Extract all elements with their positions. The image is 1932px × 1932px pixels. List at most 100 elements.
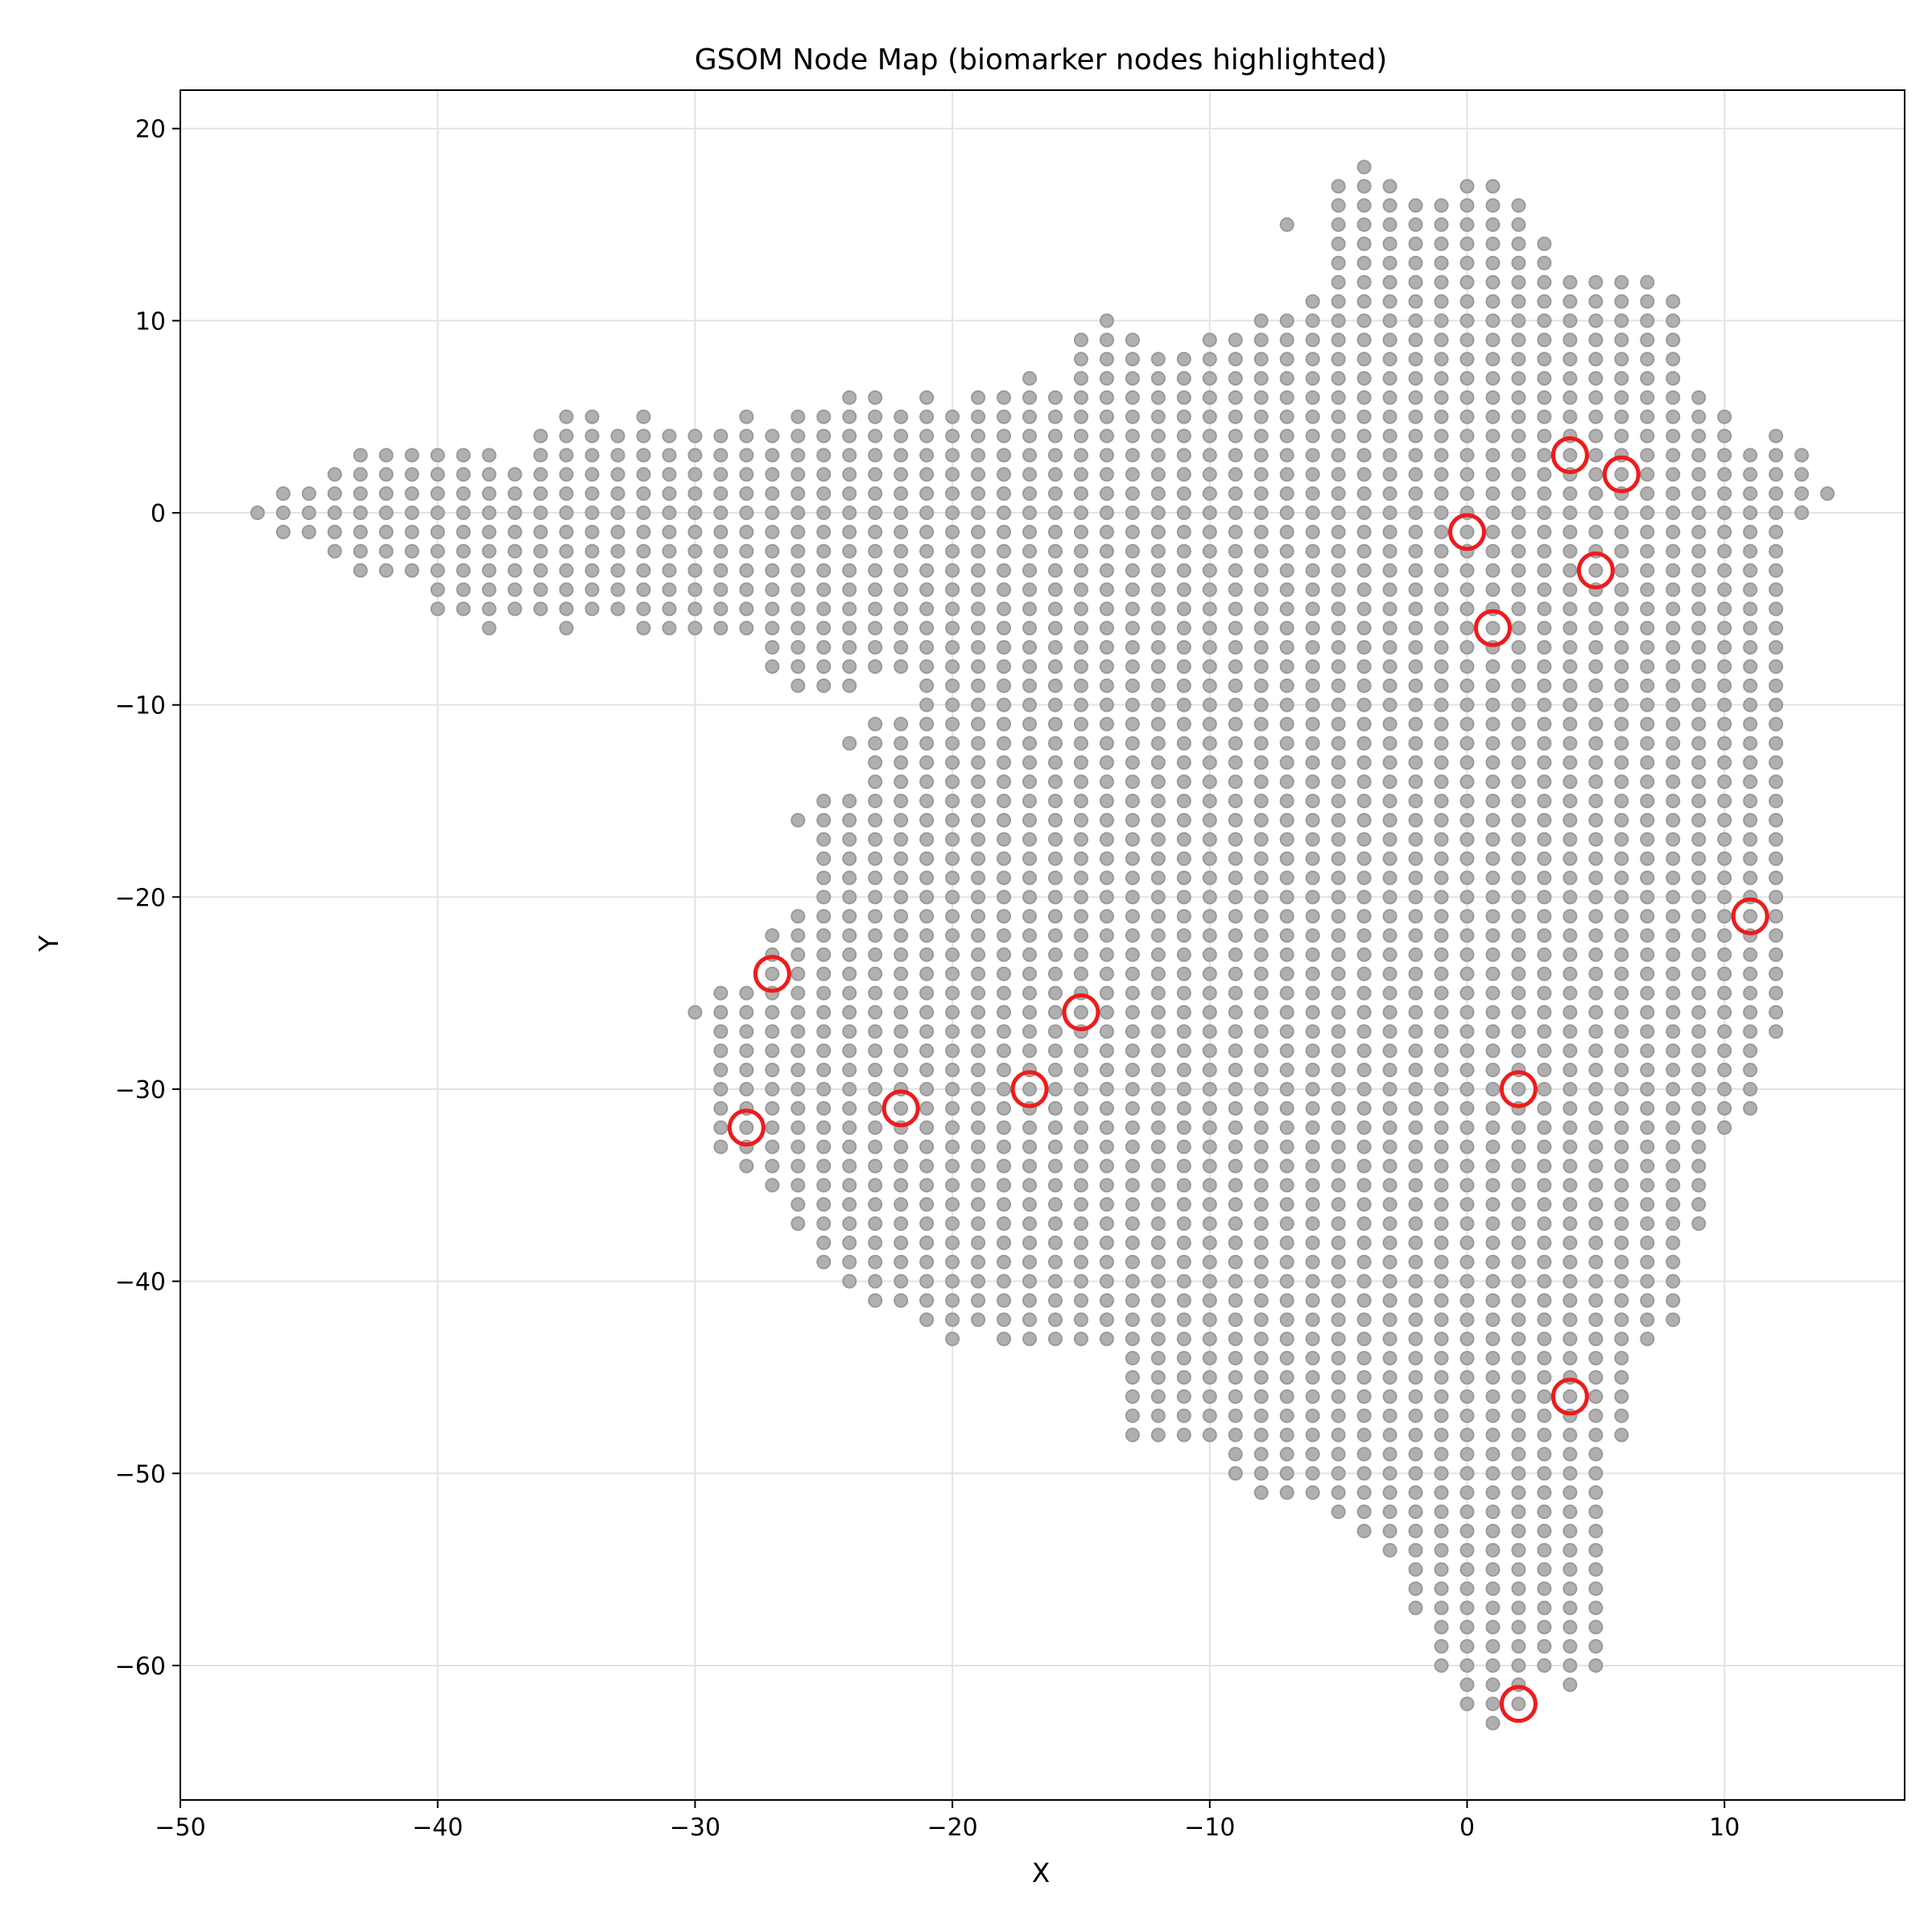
gsom-node <box>1305 640 1320 655</box>
gsom-node <box>1537 1620 1552 1635</box>
gsom-node <box>868 1139 883 1154</box>
gsom-node <box>1305 601 1320 617</box>
gsom-node <box>1382 1254 1397 1269</box>
gsom-node <box>662 563 677 578</box>
gsom-node <box>1382 1197 1397 1212</box>
gsom-node <box>1408 966 1423 981</box>
gsom-node <box>1047 1254 1063 1269</box>
gsom-node <box>1305 1024 1320 1039</box>
gsom-node <box>1459 716 1475 732</box>
gsom-node <box>1434 1657 1449 1673</box>
gsom-node <box>1202 428 1217 444</box>
gsom-node <box>1202 1351 1217 1366</box>
gsom-node <box>1382 832 1397 847</box>
gsom-node <box>1176 582 1191 597</box>
gsom-node <box>1691 755 1707 770</box>
gsom-node <box>1408 1178 1423 1193</box>
gsom-node <box>842 1216 857 1232</box>
gsom-node <box>1511 928 1526 943</box>
gsom-node <box>1666 697 1681 712</box>
gsom-node <box>1563 1312 1578 1327</box>
gsom-node <box>1125 621 1140 636</box>
gsom-node <box>1253 1331 1269 1347</box>
gsom-node <box>1073 736 1088 751</box>
gsom-node <box>1666 851 1681 866</box>
gsom-node <box>1382 1447 1397 1462</box>
gsom-node <box>1356 1178 1372 1193</box>
biomarker-node-highlight <box>1499 1070 1538 1108</box>
gsom-node <box>559 409 574 424</box>
gsom-node <box>1614 1331 1629 1347</box>
gsom-node <box>1073 1005 1088 1020</box>
gsom-node <box>1408 640 1423 655</box>
gsom-node <box>1305 352 1320 367</box>
gsom-node <box>250 506 265 521</box>
gsom-node <box>584 582 600 597</box>
gsom-node <box>1279 1216 1294 1232</box>
gsom-node <box>378 524 394 539</box>
gsom-node <box>1228 640 1243 655</box>
gsom-node <box>1202 409 1217 424</box>
gsom-node <box>1537 890 1552 905</box>
gsom-node <box>1459 1523 1475 1538</box>
gsom-node <box>1459 678 1475 693</box>
gsom-node <box>1202 332 1217 348</box>
gsom-node <box>1434 582 1449 597</box>
gsom-node <box>610 563 625 578</box>
gsom-node <box>713 506 729 521</box>
gsom-node <box>1099 621 1114 636</box>
gsom-node <box>507 506 522 521</box>
gsom-node <box>894 774 909 790</box>
biomarker-node-highlight <box>1602 455 1641 493</box>
gsom-node <box>1434 794 1449 809</box>
gsom-node <box>971 755 986 770</box>
gsom-node <box>1588 928 1604 943</box>
gsom-node <box>1408 812 1423 828</box>
gsom-node <box>1769 621 1784 636</box>
gsom-node <box>1150 601 1166 617</box>
gsom-node <box>919 390 935 405</box>
gsom-node <box>816 1139 832 1154</box>
gsom-node <box>1022 1081 1038 1096</box>
gsom-node <box>1073 1043 1088 1059</box>
gsom-node <box>1640 563 1655 578</box>
gsom-node <box>662 543 677 559</box>
gsom-node <box>1614 928 1629 943</box>
gsom-node <box>791 506 806 521</box>
gsom-node <box>1099 755 1114 770</box>
gsom-node <box>868 1005 883 1020</box>
gsom-node <box>1459 236 1475 251</box>
gsom-node <box>1588 390 1604 405</box>
gsom-node <box>816 1005 832 1020</box>
gsom-node <box>1408 1562 1423 1577</box>
gsom-node <box>1408 1158 1423 1174</box>
gsom-node <box>1150 774 1166 790</box>
gsom-node <box>1666 928 1681 943</box>
gsom-node <box>1666 448 1681 463</box>
gsom-node <box>816 486 832 502</box>
gsom-node <box>1769 812 1784 828</box>
gsom-node <box>1305 543 1320 559</box>
gsom-node <box>1073 448 1088 463</box>
gsom-node <box>868 928 883 943</box>
gsom-node <box>1382 332 1397 348</box>
gsom-node <box>1150 1216 1166 1232</box>
gsom-node <box>1356 1063 1372 1078</box>
gsom-node <box>1331 678 1346 693</box>
gsom-node <box>1150 543 1166 559</box>
gsom-node <box>1150 985 1166 1001</box>
gsom-node <box>919 1139 935 1154</box>
gsom-node <box>1202 621 1217 636</box>
gsom-node <box>1073 1197 1088 1212</box>
gsom-node <box>1614 1005 1629 1020</box>
gsom-node <box>1717 563 1732 578</box>
gsom-node <box>1253 1216 1269 1232</box>
gsom-node <box>1640 1312 1655 1327</box>
gsom-node <box>1666 678 1681 693</box>
gsom-node <box>1073 467 1088 482</box>
gsom-node <box>1743 1081 1758 1096</box>
gsom-node <box>816 428 832 444</box>
gsom-node <box>1459 179 1475 194</box>
gsom-node <box>1485 486 1501 502</box>
gsom-node <box>1356 621 1372 636</box>
